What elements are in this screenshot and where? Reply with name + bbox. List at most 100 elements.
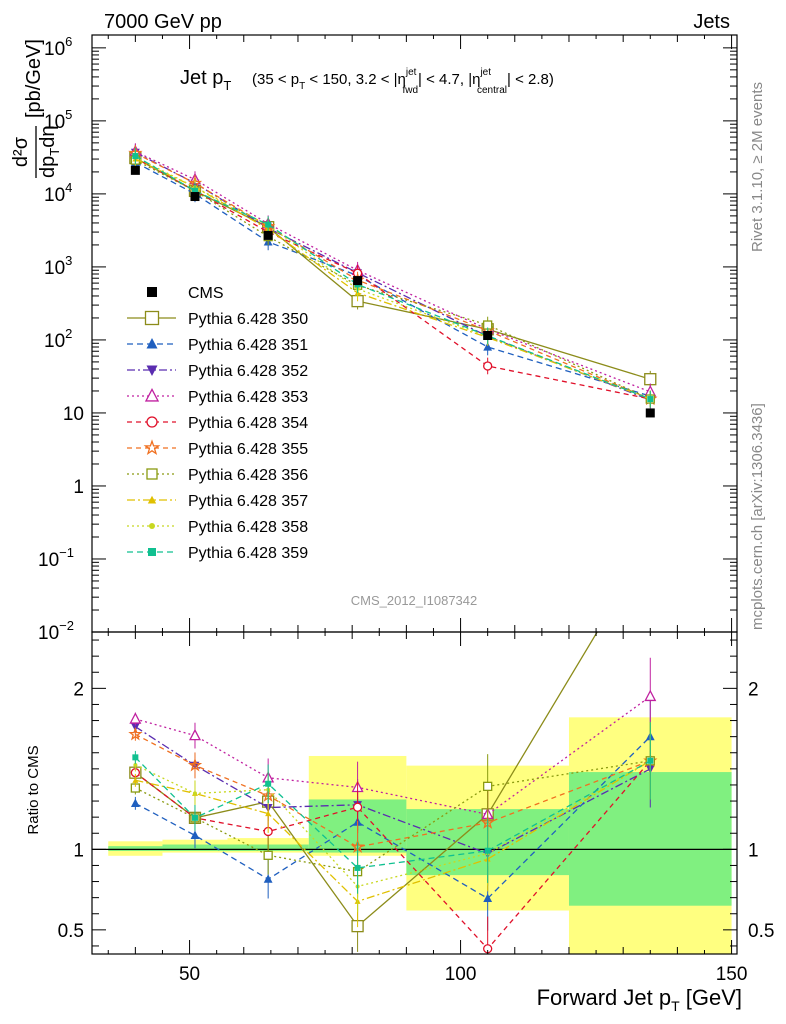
series-1-ratio-line: [135, 736, 651, 900]
legend-label-1: Pythia 6.428 350: [188, 311, 308, 328]
series-9-ratio-point-1: [191, 814, 198, 821]
chart-title: Jet pT (35 < pT < 150, 3.2 < |ηjet fwd| <…: [180, 67, 554, 96]
ratio-y-label: Ratio to CMS: [25, 745, 42, 834]
series-8-ratio-point-0: [133, 763, 138, 768]
ratio-tick-label-left: 0.5: [58, 921, 84, 942]
legend: CMS Pythia 6.428 350 Pythia 6.428 351 Pythi…: [127, 285, 308, 562]
legend-entry-4: Pythia 6.428 353: [127, 387, 308, 406]
mcplots-credit-label: mcplots.cern.ch [arXiv:1306.3436]: [749, 403, 766, 630]
legend-entry-10: Pythia 6.428 359: [127, 545, 308, 562]
series-0-ratio-point-5: [645, 538, 656, 549]
legend-marker-9: [149, 523, 155, 529]
y-tick-label: 106: [44, 34, 72, 60]
legend-marker-10: [148, 548, 156, 556]
series-8-ratio-line: [135, 760, 651, 888]
series-3-ratio-point-0: [129, 712, 142, 724]
series-4-main-point-4: [483, 361, 493, 371]
legend-marker-1: [144, 310, 160, 326]
legend-entry-7: Pythia 6.428 356: [127, 467, 308, 484]
title-cut-end: | < 2.8): [507, 71, 554, 88]
legend-label-7: Pythia 6.428 356: [188, 467, 308, 484]
y-tick-label: 105: [44, 107, 72, 133]
legend-label-2: Pythia 6.428 351: [188, 337, 308, 354]
series-1-ratio-point-2: [263, 874, 273, 883]
energy-label: 7000 GeV pp: [104, 11, 222, 33]
series-5-ratio-line: [135, 733, 651, 848]
series-9-main-point-0: [132, 153, 139, 160]
ratio-band-green-0: [108, 846, 163, 851]
ratio-tick-label-right: 0.5: [748, 921, 774, 942]
y-label-numerator: d²σ: [10, 136, 32, 167]
ratio-uncertainty-bands: [92, 717, 737, 954]
legend-marker-6: [143, 439, 161, 456]
series-9-ratio-line: [134, 756, 651, 869]
series-1-main-line: [135, 161, 651, 397]
series-8-ratio-point-1: [192, 791, 197, 796]
series-9-main-point-2: [265, 221, 272, 228]
main-plot-frame: [91, 34, 738, 633]
legend-label-4: Pythia 6.428 353: [188, 389, 308, 406]
svg-text:dpTdη: dpTdη: [37, 126, 62, 178]
legend-entry-1: Pythia 6.428 350: [127, 310, 308, 328]
title-cut-mid: < 150, 3.2 < |η: [305, 71, 406, 88]
legend-marker-2: [146, 338, 158, 349]
legend-entry-2: Pythia 6.428 351: [127, 337, 308, 354]
x-tick-label-50: 50: [179, 964, 200, 985]
series-1-ratio-point-0: [130, 798, 140, 807]
y-tick-label: 10−1: [38, 545, 74, 571]
cms-data-point-1: [190, 192, 200, 202]
analysis-watermark: CMS_2012_I1087342: [351, 593, 478, 608]
series-0-main-point-5: [644, 373, 657, 386]
y-tick-label: 103: [44, 253, 72, 279]
ratio-plot-frame: [91, 631, 738, 955]
y-tick-label: 10−2: [38, 618, 74, 644]
legend-marker-0: [147, 287, 157, 297]
y-label-unit: [pb/GeV]: [23, 39, 45, 118]
x-tick-label-150: 150: [716, 964, 748, 985]
series-8-main-line: [135, 156, 651, 400]
series-5-ratio-point-0: [128, 726, 143, 741]
ratio-tick-label-right: 1: [748, 840, 759, 861]
series-6-ratio-line: [135, 760, 651, 873]
series-9-ratio-point-2: [265, 780, 272, 787]
series-9-main-point-5: [647, 396, 654, 403]
legend-label-10: Pythia 6.428 359: [188, 545, 308, 562]
legend-label-8: Pythia 6.428 357: [188, 493, 308, 510]
title-cut-fwd-sub: fwd: [402, 85, 418, 96]
series-9-ratio-point-3: [354, 864, 361, 871]
process-label: Jets: [693, 11, 730, 33]
series-4-ratio-point-3: [352, 802, 363, 812]
series-6-main-line: [135, 159, 651, 400]
legend-marker-7: [146, 468, 158, 480]
legend-label-0: CMS: [188, 285, 224, 302]
series-5-ratio-point-1: [187, 757, 203, 772]
y-tick-label: 102: [44, 326, 72, 352]
title-cut-cen-sup: jet: [479, 67, 491, 78]
rivet-version-label: Rivet 3.1.10, ≥ 2M events: [749, 82, 766, 252]
series-1-main-point-4: [483, 342, 493, 351]
x-axis-label: Forward Jet pT [GeV]: [537, 985, 742, 1014]
title-cut-fwd-sup: jet: [405, 67, 417, 78]
y-label-denominator: dp: [37, 156, 59, 178]
series-9-ratio-point-4: [484, 847, 491, 854]
x-tick-label-100: 100: [445, 964, 477, 985]
ratio-tick-label-right: 2: [748, 679, 759, 700]
legend-entry-3: Pythia 6.428 352: [127, 363, 308, 380]
ratio-tick-label-left: 1: [73, 840, 84, 861]
y-tick-label: 1: [73, 477, 84, 498]
legend-label-9: Pythia 6.428 358: [188, 519, 308, 536]
y-tick-label: 10: [63, 404, 84, 425]
legend-entry-6: Pythia 6.428 355: [127, 439, 308, 458]
svg-text:Jet pT: Jet pT: [180, 67, 231, 93]
series-6-ratio-point-4: [483, 781, 493, 791]
legend-entry-0: CMS: [147, 285, 224, 302]
title-main: Jet p: [180, 67, 223, 89]
series-1-ratio-point-1: [190, 830, 200, 839]
series-1-ratio-point-4: [483, 893, 493, 902]
legend-label-3: Pythia 6.428 352: [188, 363, 308, 380]
series-7-ratio-point-0: [132, 777, 139, 783]
legend-marker-3: [146, 365, 158, 376]
